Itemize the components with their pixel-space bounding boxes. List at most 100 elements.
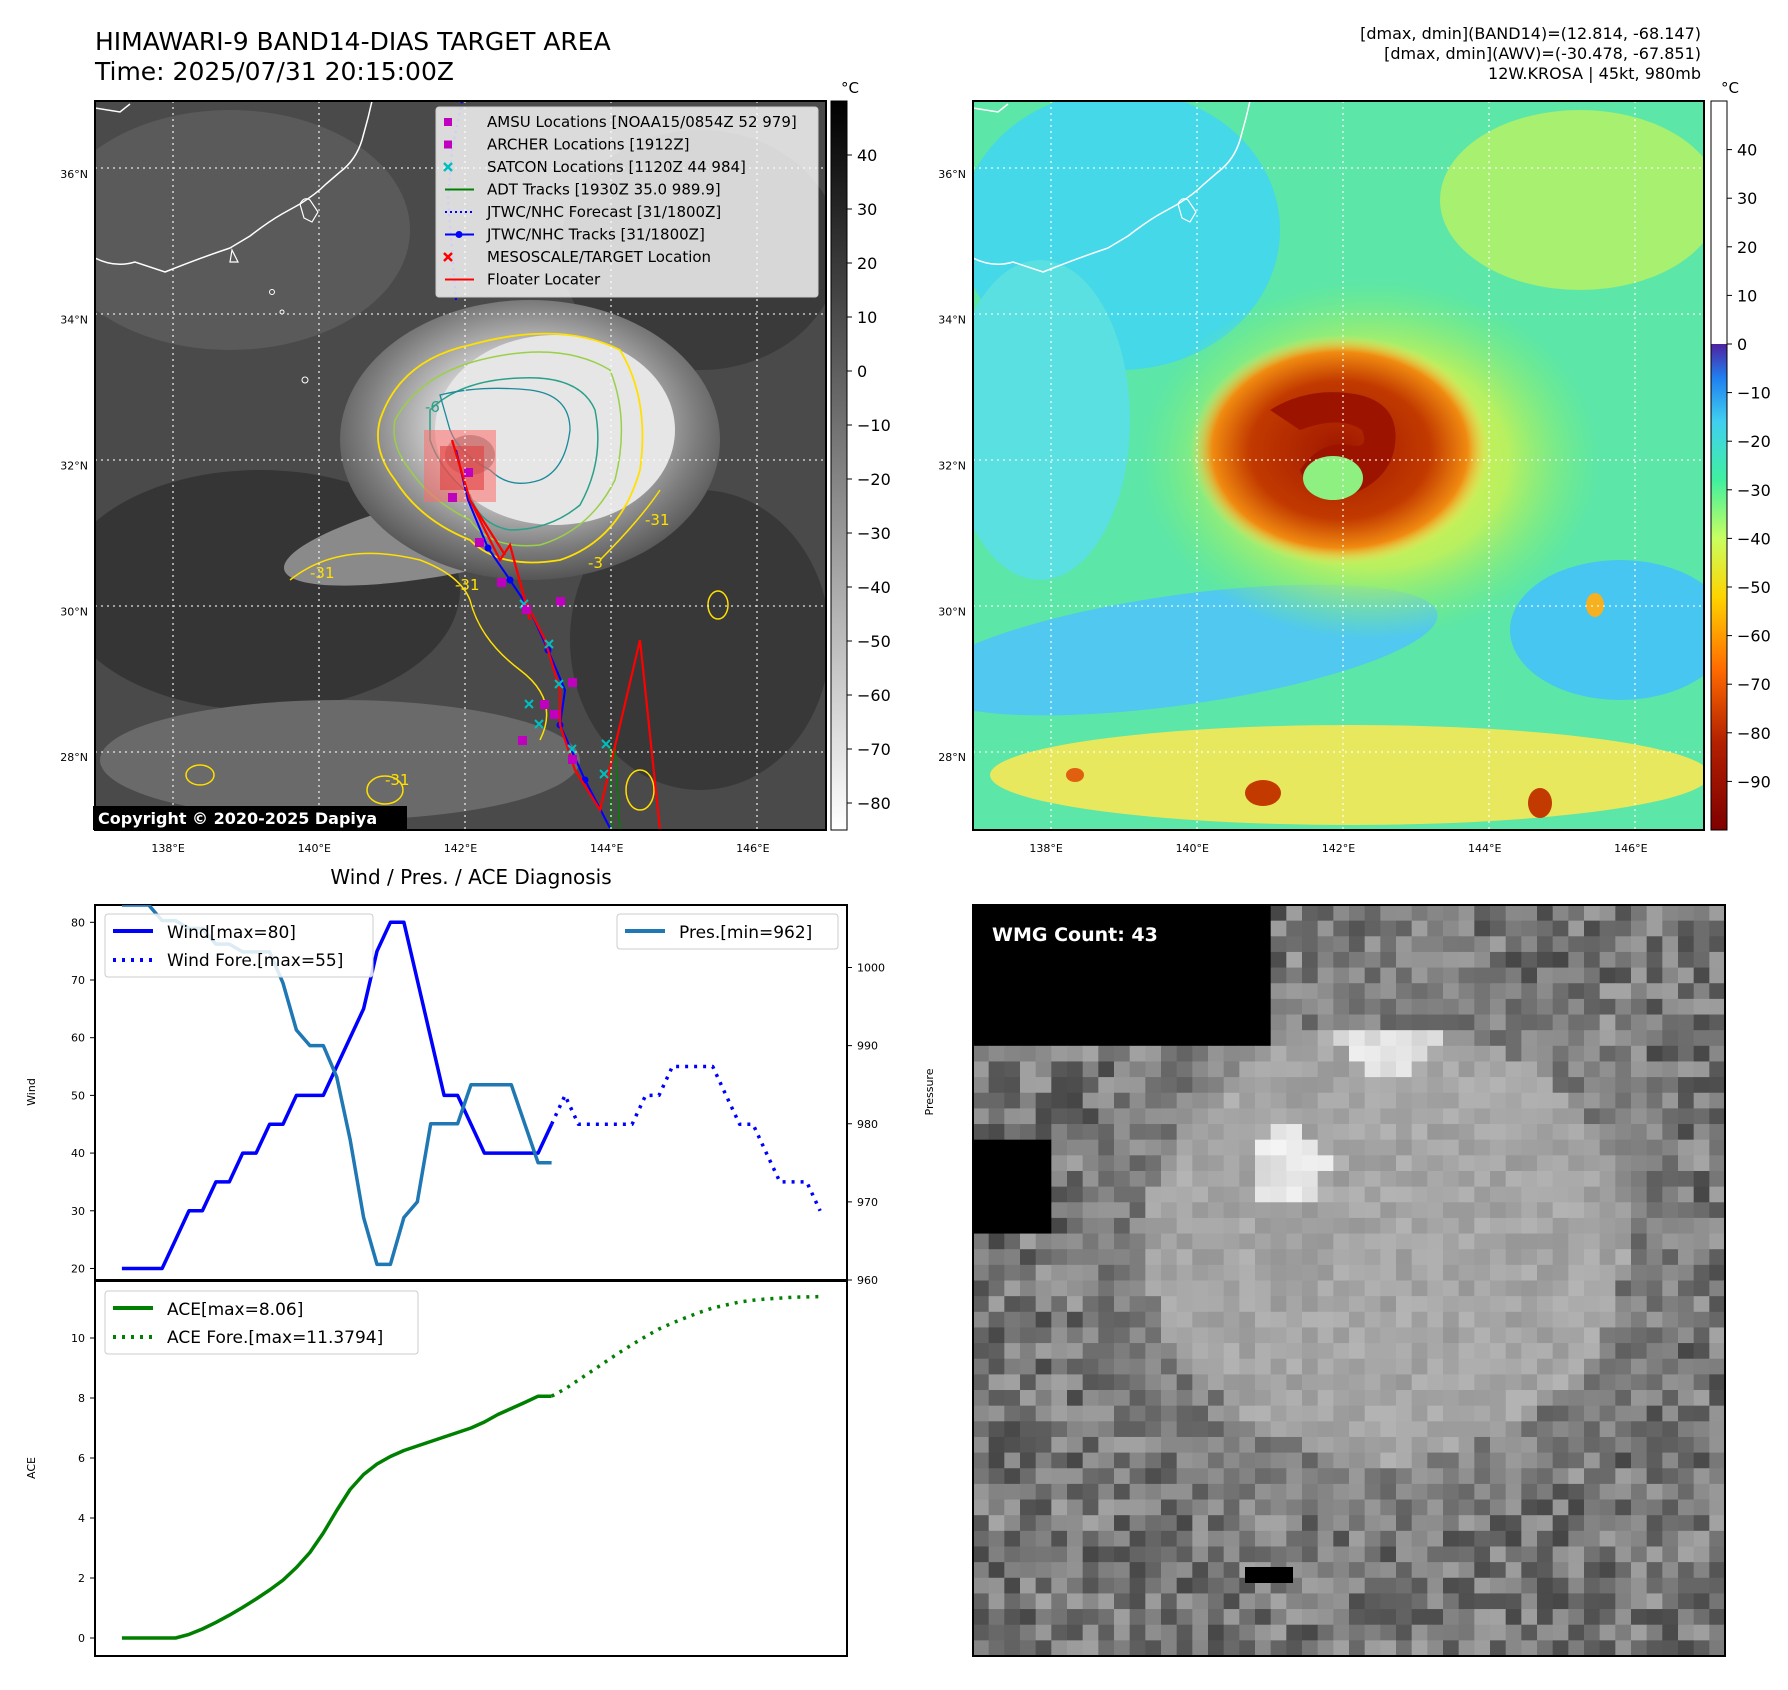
wmg-pixel: [1615, 1593, 1632, 1610]
wmg-pixel: [1568, 1624, 1585, 1641]
wmg-pixel: [1568, 1436, 1585, 1454]
wmg-pixel: [1223, 905, 1240, 922]
wmg-pixel: [1599, 1421, 1616, 1438]
wmg-pixel: [1208, 1452, 1225, 1469]
wmg-pixel: [1129, 1092, 1146, 1109]
wmg-pixel: [1662, 1217, 1679, 1235]
wmg-pixel: [1208, 998, 1225, 1016]
wmg-pixel: [1051, 1045, 1068, 1062]
wmg-pixel: [1286, 905, 1303, 922]
wmg-pixel: [1678, 1233, 1695, 1250]
wmg-pixel: [1505, 1155, 1522, 1172]
wmg-pixel: [1051, 1155, 1068, 1172]
wmg-pixel: [1615, 1217, 1632, 1235]
wmg-pixel: [1458, 1170, 1475, 1188]
wmg-pixel: [1192, 1562, 1209, 1579]
wmg-pixel: [1333, 920, 1350, 937]
wmg-pixel: [1098, 1374, 1115, 1391]
wmg-pixel: [1443, 1186, 1460, 1203]
wmg-pixel: [1208, 936, 1225, 953]
wmg-pixel: [988, 1045, 1005, 1062]
wmg-pixel: [1364, 1405, 1381, 1422]
wmg-pixel: [1176, 1593, 1193, 1610]
wmg-pixel: [1678, 1280, 1695, 1297]
legend-entry-label: JTWC/NHC Forecast [31/1800Z]: [486, 203, 721, 221]
pressure-legend: Pres.[min=962]: [616, 913, 839, 950]
wmg-pixel: [1129, 1030, 1146, 1047]
wmg-pixel: [1380, 951, 1397, 969]
wmg-pixel: [1192, 1593, 1209, 1610]
wmg-pixel: [1302, 1014, 1319, 1031]
wmg-pixel: [1208, 920, 1225, 937]
wmg-pixel: [1051, 936, 1068, 953]
wmg-pixel: [1333, 1640, 1350, 1657]
wmg-pixel: [1709, 1468, 1726, 1485]
wmg-pixel: [1474, 1593, 1491, 1610]
wmg-pixel: [1317, 920, 1334, 937]
wmg-pixel: [1192, 1092, 1209, 1109]
wmg-pixel: [973, 1468, 990, 1485]
wmg-pixel: [1145, 1358, 1162, 1375]
wmg-panel: WMG Count: 43: [972, 904, 1726, 1657]
wmg-pixel: [1317, 1405, 1334, 1422]
wmg-pixel: [1129, 1139, 1146, 1156]
wmg-pixel: [1709, 1546, 1726, 1563]
wmg-pixel: [1208, 1124, 1225, 1141]
wmg-pixel: [1427, 1280, 1444, 1297]
wmg-pixel: [1286, 1358, 1303, 1375]
wmg-pixel: [1176, 1624, 1193, 1641]
wmg-pixel: [1615, 1186, 1632, 1203]
wmg-pixel: [1552, 1077, 1569, 1094]
wmg-pixel: [1552, 951, 1569, 969]
wmg-pixel: [1678, 1092, 1695, 1109]
lat-tick-label: 32°N: [60, 460, 88, 473]
wmg-pixel: [1709, 1593, 1726, 1610]
wmg-pixel: [1302, 1499, 1319, 1516]
wmg-pixel: [973, 1562, 990, 1579]
wmg-pixel: [1286, 1249, 1303, 1266]
wmg-pixel: [1505, 1249, 1522, 1266]
wmg-pixel: [1239, 1374, 1256, 1391]
wmg-pixel: [1035, 1515, 1052, 1532]
wmg-pixel: [1364, 920, 1381, 937]
wmg-pixel: [1599, 905, 1616, 922]
wmg-pixel: [1364, 1624, 1381, 1641]
wmg-pixel: [1584, 1530, 1601, 1547]
wmg-pixel: [1020, 1390, 1037, 1407]
wmg-pixel: [1067, 1546, 1084, 1563]
wmg-pixel: [1004, 1452, 1021, 1469]
wmg-pixel: [1521, 1280, 1538, 1297]
wmg-pixel: [1552, 1233, 1569, 1250]
wmg-pixel: [1505, 998, 1522, 1016]
wmg-pixel: [1286, 1436, 1303, 1454]
wmg-pixel: [1317, 936, 1334, 953]
wmg-pixel: [1662, 1092, 1679, 1109]
wmg-pixel: [1333, 1108, 1350, 1125]
wmg-pixel: [1364, 1436, 1381, 1454]
wmg-pixel: [1317, 1530, 1334, 1547]
wmg-pixel: [1693, 1640, 1710, 1657]
wmg-pixel: [1646, 1061, 1663, 1078]
wmg-pixel: [1709, 983, 1726, 1000]
wmg-pixel: [1004, 1546, 1021, 1563]
wmg-pixel: [1631, 1640, 1648, 1657]
wmg-pixel: [1427, 1390, 1444, 1407]
wmg-pixel: [1568, 1405, 1585, 1422]
wmg-pixel: [1662, 1233, 1679, 1250]
wmg-pixel: [1098, 1045, 1115, 1062]
wmg-pixel: [973, 1483, 990, 1501]
wmg-pixel: [1615, 1311, 1632, 1328]
ir-lon-axis: 138°E 140°E 142°E 144°E 146°E: [151, 842, 769, 855]
wmg-pixel: [1584, 1217, 1601, 1235]
wmg-pixel: [1443, 1609, 1460, 1626]
wmg-pixel: [1286, 998, 1303, 1016]
wmg-pixel: [1693, 1436, 1710, 1454]
wmg-pixel: [1176, 983, 1193, 1000]
wmg-pixel: [1067, 1530, 1084, 1547]
y-tick-label: 20: [71, 1262, 85, 1275]
wmg-pixel: [1067, 1124, 1084, 1141]
wmg-pixel: [1020, 1483, 1037, 1501]
wmg-pixel: [1693, 1030, 1710, 1047]
wmg-pixel: [1552, 1436, 1569, 1454]
wmg-pixel: [1067, 1045, 1084, 1062]
